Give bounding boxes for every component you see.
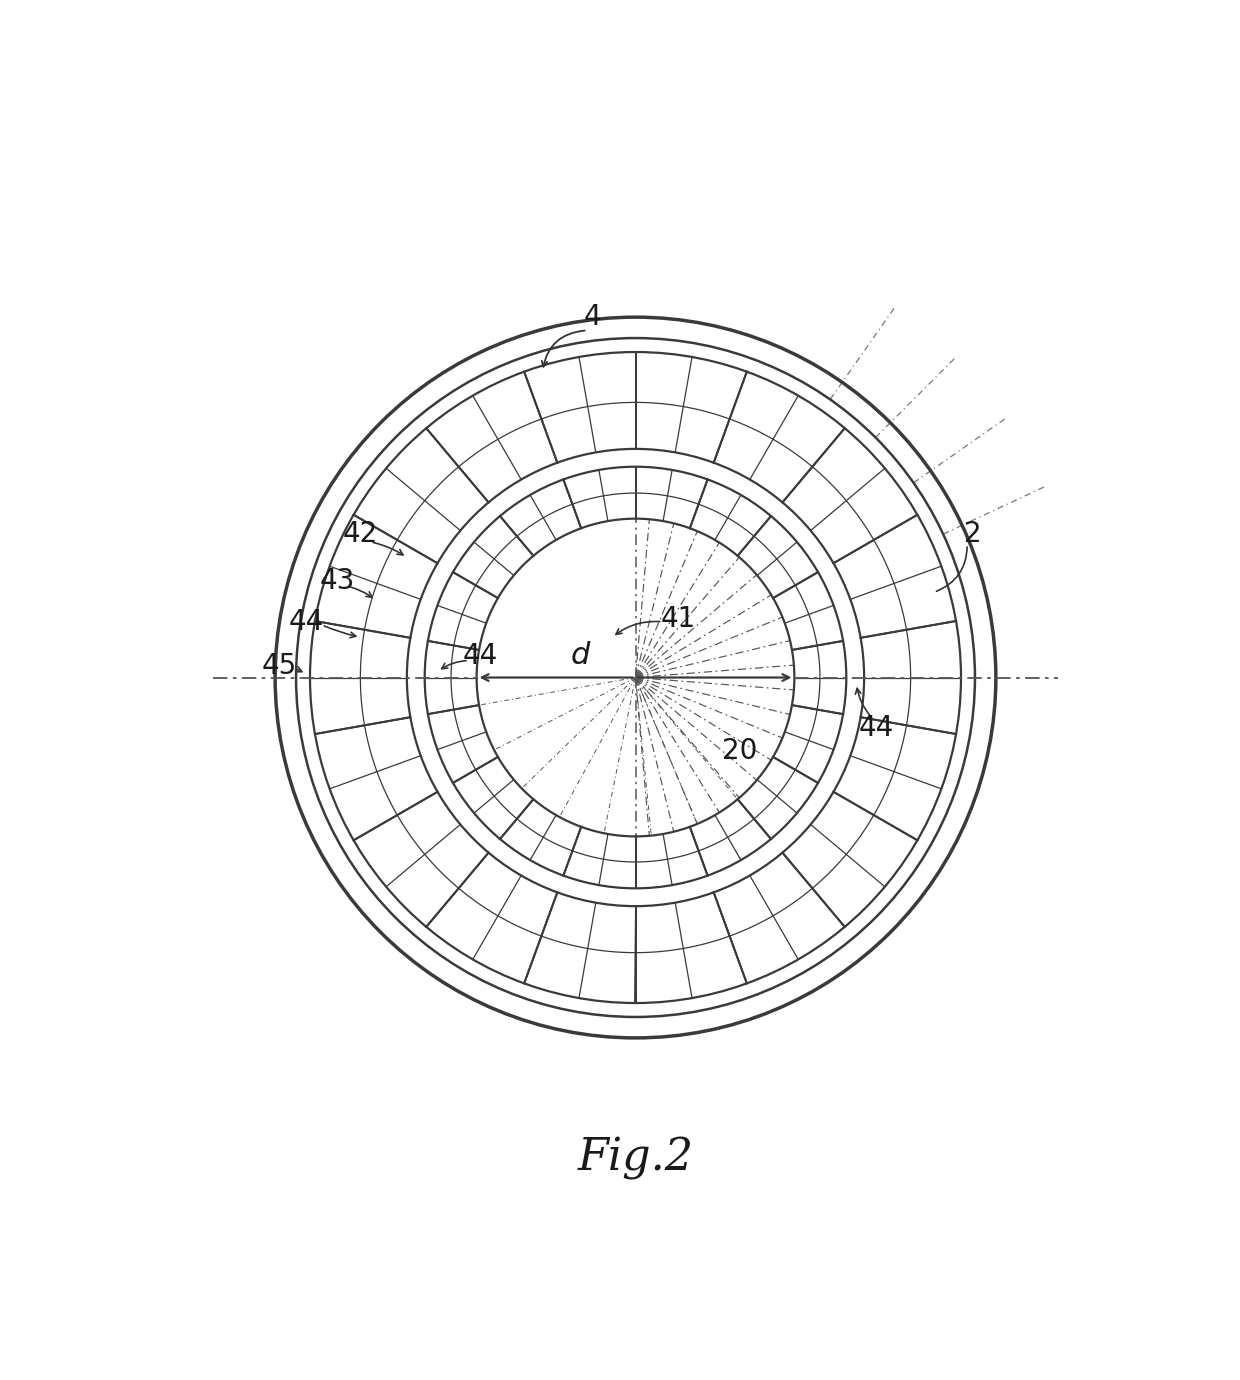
Text: 4: 4: [584, 304, 601, 331]
Text: 43: 43: [320, 567, 355, 595]
Text: 20: 20: [723, 737, 758, 765]
Text: 45: 45: [262, 651, 296, 680]
Text: Fig.2: Fig.2: [578, 1137, 693, 1180]
Text: 42: 42: [342, 520, 378, 548]
Text: $d$: $d$: [570, 640, 591, 671]
Text: 41: 41: [661, 606, 696, 633]
Text: 44: 44: [463, 642, 498, 669]
Text: 2: 2: [963, 520, 981, 548]
Text: 44: 44: [858, 713, 893, 742]
Text: 44: 44: [289, 607, 324, 636]
